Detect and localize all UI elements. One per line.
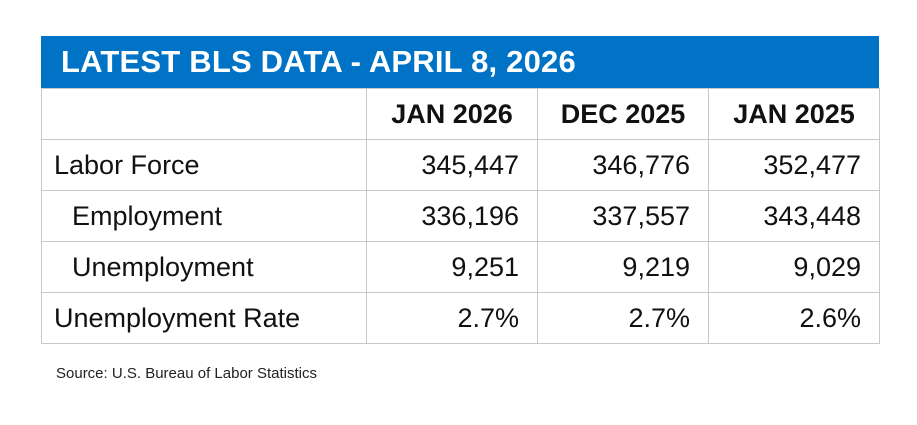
- row-label-unemployment-rate: Unemployment Rate: [41, 292, 367, 344]
- table-row: Employment 336,196 337,557 343,448: [41, 190, 880, 242]
- column-header-jan-2025: JAN 2025: [708, 88, 880, 140]
- row-label-employment: Employment: [41, 190, 367, 242]
- table-title: LATEST BLS DATA - APRIL 8, 2026: [61, 44, 576, 79]
- table-cell: 345,447: [366, 139, 538, 191]
- row-label-labor-force: Labor Force: [41, 139, 367, 191]
- table-cell: 2.6%: [708, 292, 880, 344]
- table-cell: 9,219: [537, 241, 709, 293]
- row-label-unemployment: Unemployment: [41, 241, 367, 293]
- table-cell: 346,776: [537, 139, 709, 191]
- table-cell: 2.7%: [366, 292, 538, 344]
- data-table: JAN 2026 DEC 2025 JAN 2025 Labor Force 3…: [41, 88, 880, 344]
- table-cell: 343,448: [708, 190, 880, 242]
- bls-data-table: LATEST BLS DATA - APRIL 8, 2026 JAN 2026…: [41, 36, 880, 344]
- table-cell: 9,029: [708, 241, 880, 293]
- table-row: Unemployment Rate 2.7% 2.7% 2.6%: [41, 292, 880, 344]
- source-note: Source: U.S. Bureau of Labor Statistics: [56, 365, 317, 382]
- table-cell: 352,477: [708, 139, 880, 191]
- table-cell: 336,196: [366, 190, 538, 242]
- title-bar: LATEST BLS DATA - APRIL 8, 2026: [41, 36, 879, 88]
- table-row: Unemployment 9,251 9,219 9,029: [41, 241, 880, 293]
- column-header-empty: [41, 88, 367, 140]
- table-row: Labor Force 345,447 346,776 352,477: [41, 139, 880, 191]
- column-header-dec-2025: DEC 2025: [537, 88, 709, 140]
- header-row: JAN 2026 DEC 2025 JAN 2025: [41, 88, 880, 140]
- column-header-jan-2026: JAN 2026: [366, 88, 538, 140]
- table-cell: 9,251: [366, 241, 538, 293]
- table-cell: 2.7%: [537, 292, 709, 344]
- table-cell: 337,557: [537, 190, 709, 242]
